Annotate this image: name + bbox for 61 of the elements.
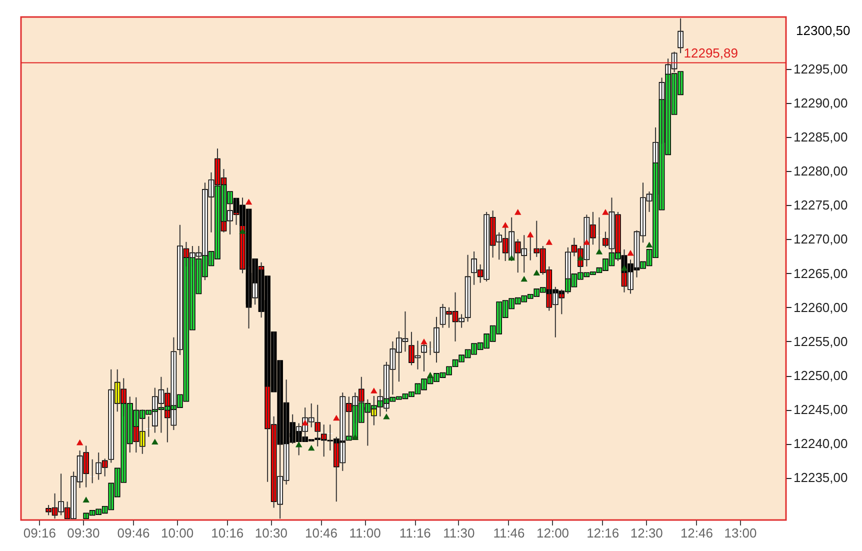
point bbox=[308, 444, 315, 451]
y-tick-label: 12275,00 bbox=[794, 198, 848, 213]
point bbox=[627, 250, 634, 256]
x-tick-label: 13:00 bbox=[724, 526, 757, 540]
x-tick-label: 11:30 bbox=[443, 526, 475, 540]
x-tick-label: 12:16 bbox=[586, 526, 620, 540]
x-tick-label: 10:16 bbox=[211, 526, 244, 540]
point bbox=[82, 496, 90, 502]
x-tick-label: 09:16 bbox=[23, 526, 56, 540]
point bbox=[239, 228, 246, 234]
y-tick-label: 12280,00 bbox=[794, 164, 848, 179]
y-tick-label: 12265,00 bbox=[794, 266, 848, 281]
point bbox=[546, 239, 552, 245]
point bbox=[527, 232, 534, 238]
y-tick-label: 12240,00 bbox=[794, 436, 848, 452]
y-tick-label: 12235,00 bbox=[794, 470, 848, 486]
x-tick-label: 12:00 bbox=[536, 526, 570, 540]
y-tick-label: 12260,00 bbox=[794, 300, 848, 315]
point bbox=[333, 414, 340, 421]
point bbox=[302, 420, 308, 426]
point bbox=[583, 239, 590, 245]
point bbox=[602, 209, 609, 215]
point bbox=[295, 441, 302, 448]
point bbox=[508, 254, 515, 260]
x-tick-label: 09:46 bbox=[117, 526, 150, 540]
point bbox=[370, 388, 378, 394]
point bbox=[76, 439, 84, 446]
point bbox=[383, 413, 390, 420]
point bbox=[352, 434, 359, 440]
y-tick-label: 12255,00 bbox=[794, 334, 848, 349]
x-tick-label: 12:30 bbox=[630, 526, 663, 540]
point bbox=[533, 270, 540, 276]
x-tick-label: 11:16 bbox=[399, 526, 431, 540]
point bbox=[596, 248, 603, 254]
y-tick-label: 12290,00 bbox=[794, 95, 848, 110]
point bbox=[620, 264, 628, 271]
x-tick-label: 11:46 bbox=[493, 526, 525, 540]
y-tick-label: 12245,00 bbox=[794, 402, 848, 418]
point bbox=[502, 222, 509, 228]
candlestick bbox=[146, 416, 152, 438]
y-tick-label: 12295,00 bbox=[794, 61, 848, 76]
point bbox=[426, 372, 434, 378]
ref-line-label: 12295,89 bbox=[684, 46, 738, 61]
point bbox=[514, 209, 522, 215]
x-tick-label: 11:00 bbox=[349, 526, 381, 540]
y-tick-label: 12250,00 bbox=[794, 368, 848, 384]
x-tick-label: 10:30 bbox=[254, 526, 288, 540]
point bbox=[646, 242, 653, 248]
point bbox=[577, 254, 584, 260]
x-tick-label: 09:30 bbox=[67, 526, 100, 540]
y-tick-label: 12270,00 bbox=[794, 232, 848, 247]
x-tick-label: 10:46 bbox=[304, 526, 338, 540]
point bbox=[420, 338, 428, 344]
candlestick bbox=[89, 458, 96, 484]
point bbox=[245, 198, 252, 205]
x-tick-label: 10:00 bbox=[161, 526, 194, 540]
y-tick-label: 12285,00 bbox=[794, 129, 848, 144]
point bbox=[520, 276, 528, 282]
text: 12300,50 bbox=[796, 23, 850, 38]
point bbox=[152, 438, 158, 445]
x-tick-label: 12:46 bbox=[680, 526, 713, 540]
